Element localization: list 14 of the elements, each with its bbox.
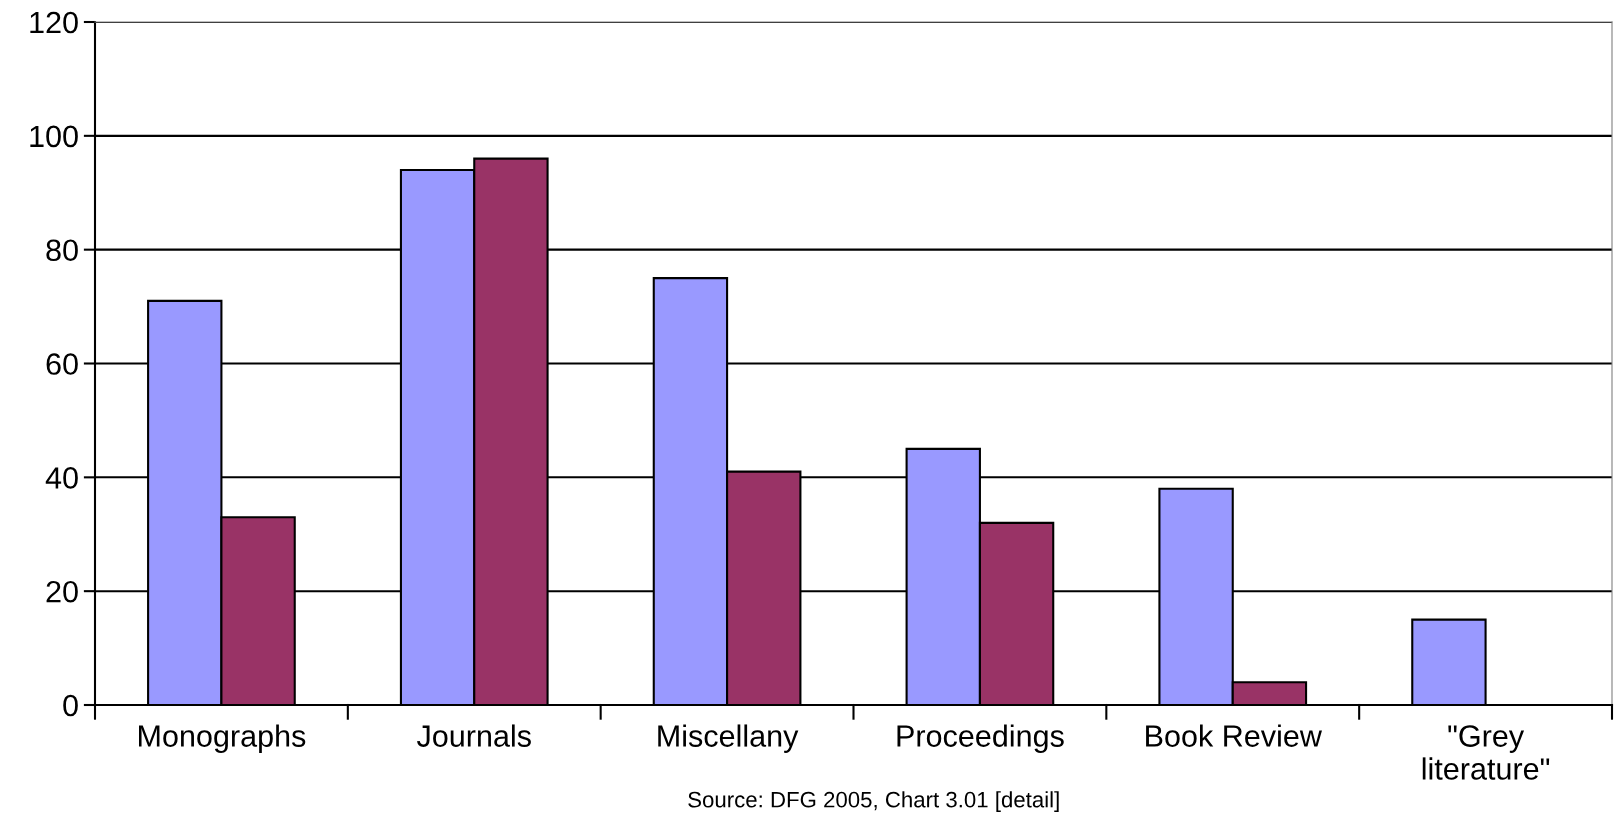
x-tick-label: Miscellany xyxy=(658,724,799,753)
y-tick-label: 0 xyxy=(63,694,78,717)
x-tick-label: Monographs xyxy=(139,724,306,753)
x-tick-label: "Grey literature" xyxy=(1422,725,1550,780)
y-tick-label: 80 xyxy=(46,239,78,262)
y-tick-label: 40 xyxy=(45,467,78,489)
y-tick-label: 120 xyxy=(30,11,78,34)
source-note: Source: DFG 2005, Chart 3.01 [detail] xyxy=(688,791,1059,812)
x-tick-label: Proceedings xyxy=(897,724,1064,753)
y-tick-label: 60 xyxy=(46,353,78,375)
y-tick-label: 100 xyxy=(30,125,78,148)
y-tick-label: 20 xyxy=(46,580,78,603)
x-tick-label: Journals xyxy=(416,724,531,747)
x-tick-label: Book Review xyxy=(1146,724,1322,747)
